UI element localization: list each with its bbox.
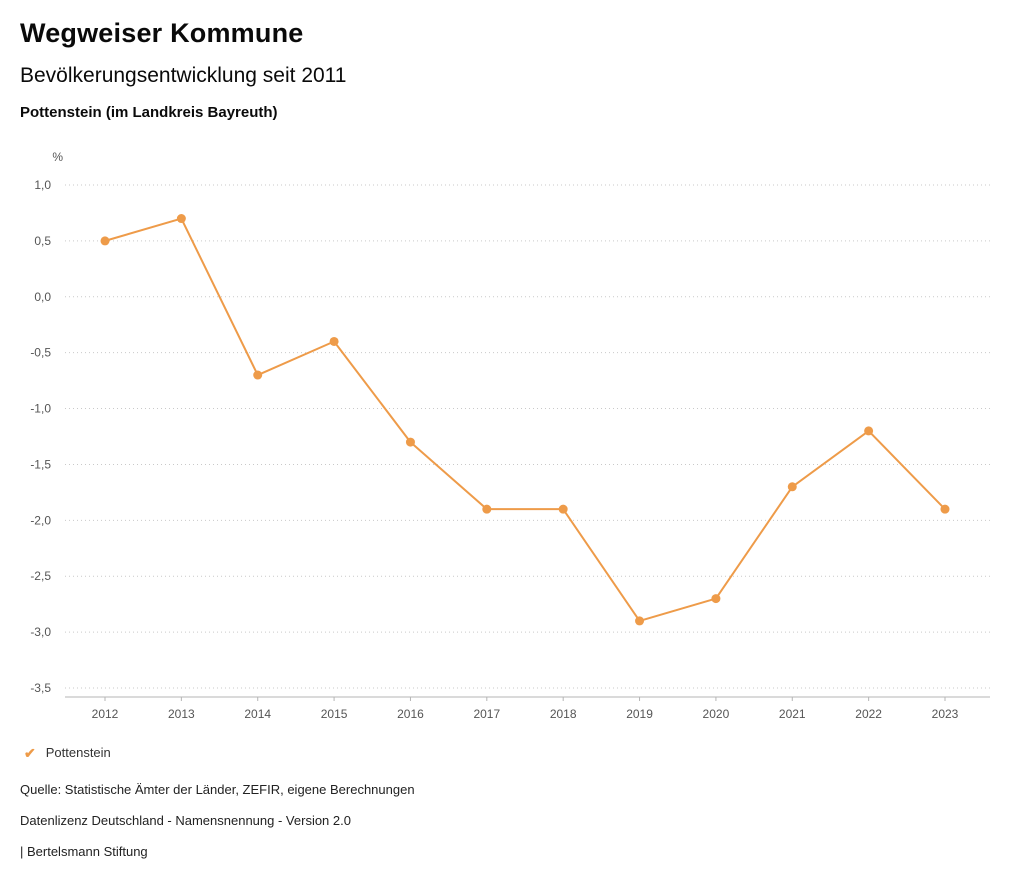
- svg-text:1,0: 1,0: [34, 178, 51, 192]
- source-text: Quelle: Statistische Ämter der Länder, Z…: [20, 782, 415, 797]
- svg-text:0,5: 0,5: [34, 234, 51, 248]
- svg-text:-0,5: -0,5: [30, 346, 51, 360]
- attribution-text: | Bertelsmann Stiftung: [20, 844, 148, 859]
- svg-text:%: %: [52, 150, 63, 164]
- legend-item-pottenstein[interactable]: ✔ Pottenstein: [24, 745, 111, 760]
- svg-text:2019: 2019: [626, 707, 653, 721]
- svg-text:2016: 2016: [397, 707, 424, 721]
- chart-region-subtitle: Pottenstein (im Landkreis Bayreuth): [20, 104, 278, 121]
- license-text: Datenlizenz Deutschland - Namensnennung …: [20, 813, 351, 828]
- svg-text:2021: 2021: [779, 707, 806, 721]
- svg-text:2018: 2018: [550, 707, 577, 721]
- svg-text:0,0: 0,0: [34, 290, 51, 304]
- legend-label: Pottenstein: [45, 745, 111, 760]
- app-title: Wegweiser Kommune: [20, 18, 304, 48]
- svg-text:2015: 2015: [321, 707, 348, 721]
- chart-title: Bevölkerungsentwicklung seit 2011: [20, 64, 347, 87]
- svg-text:-2,0: -2,0: [30, 513, 51, 527]
- svg-text:2014: 2014: [244, 707, 271, 721]
- svg-text:-1,0: -1,0: [30, 402, 51, 416]
- line-chart: 1,0 0,5 0,0 -0,5 -1,0 -1,5 -2,0 -2,5 -3,0 -3,5% 20…: [30, 150, 990, 721]
- chart-footer: Quelle: Statistische Ämter der Länder, Z…: [20, 782, 415, 875]
- svg-text:2017: 2017: [473, 707, 500, 721]
- svg-text:-1,5: -1,5: [30, 457, 51, 471]
- svg-text:-3,0: -3,0: [30, 625, 51, 639]
- svg-text:-3,5: -3,5: [30, 681, 51, 695]
- svg-text:2013: 2013: [168, 707, 195, 721]
- svg-text:2012: 2012: [92, 707, 119, 721]
- svg-text:-2,5: -2,5: [30, 569, 51, 583]
- legend-check-icon: ✔: [24, 744, 36, 761]
- svg-text:2022: 2022: [855, 707, 882, 721]
- svg-text:2020: 2020: [703, 707, 730, 721]
- svg-text:2023: 2023: [932, 707, 959, 721]
